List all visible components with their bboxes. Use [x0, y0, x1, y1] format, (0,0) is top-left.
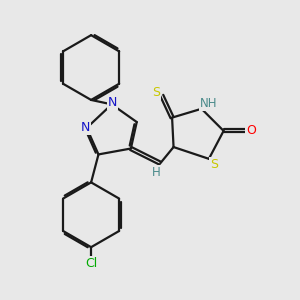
Text: N: N [108, 96, 117, 110]
Text: Cl: Cl [85, 257, 97, 270]
Text: NH: NH [200, 97, 218, 110]
Text: S: S [152, 86, 160, 99]
Text: H: H [152, 166, 160, 178]
Text: N: N [80, 122, 90, 134]
Text: S: S [210, 158, 218, 171]
Text: O: O [246, 124, 256, 137]
